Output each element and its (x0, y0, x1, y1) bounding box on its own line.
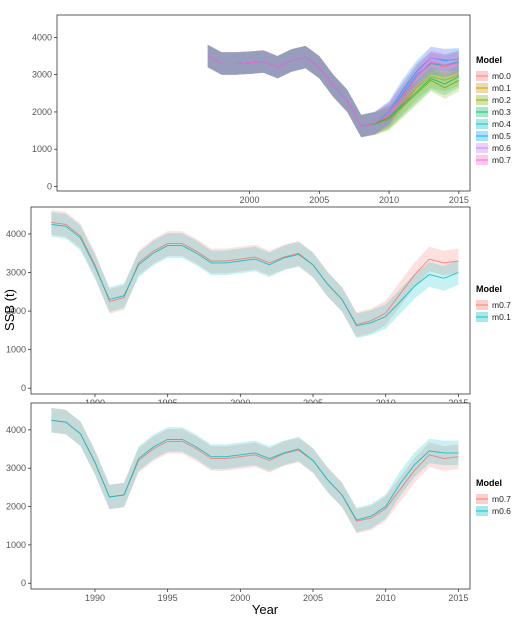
series-line-m0-7 (207, 55, 459, 127)
series-ribbon-m0-6 (207, 44, 459, 138)
y-axis-title: SSB (t) (2, 289, 17, 331)
legend-item-label: m0.1 (492, 312, 511, 322)
series-ribbon-m0-7 (207, 44, 459, 138)
series-ribbon-m0-1 (207, 44, 459, 138)
legend: Model m0.7 m0.6 (476, 478, 511, 516)
legend-item-label: m0.5 (492, 131, 511, 141)
y-tick-label: 4000 (6, 425, 26, 435)
plot-area (51, 408, 459, 534)
x-tick-label: 1995 (158, 593, 178, 603)
legend-item-label: m0.0 (492, 71, 511, 81)
y-axis: 0 1000 2000 3000 4000 (32, 32, 57, 192)
legend-item-label: m0.6 (492, 143, 511, 153)
y-tick-label: 3000 (6, 268, 26, 278)
series-ribbon-m0-0 (207, 44, 459, 138)
x-axis: 1990 1995 2000 2005 2010 2015 (85, 589, 468, 603)
y-tick-label: 2000 (32, 107, 52, 117)
y-tick-label: 1000 (6, 345, 26, 355)
y-tick-label: 3000 (6, 463, 26, 473)
series-ribbon-m0-1 (51, 212, 459, 339)
legend: Model m0.0 m0.1 m0.2 m0.3 m0.4 m0.5 m0.6 m0.7 (476, 55, 511, 165)
x-tick-label: 2005 (303, 593, 323, 603)
y-tick-label: 3000 (32, 70, 52, 80)
legend-item-label: m0.6 (492, 506, 511, 516)
legend-title: Model (476, 55, 502, 65)
y-tick-label: 2000 (6, 502, 26, 512)
y-tick-label: 0 (47, 182, 52, 192)
x-axis: 2000 2005 2010 2015 (240, 191, 469, 205)
series-line-m0-6 (51, 419, 459, 521)
panel-frame (30, 402, 471, 590)
x-tick-label: 2000 (230, 593, 250, 603)
y-tick-label: 4000 (6, 229, 26, 239)
x-tick-label: 2000 (240, 195, 260, 205)
plot-area (207, 44, 460, 138)
y-tick-label: 1000 (6, 540, 26, 550)
panel-bottom: 1990 1995 2000 2005 2010 2015 0 1000 2000 3000 40… (6, 402, 511, 603)
series-ribbon-m0-2 (207, 44, 459, 138)
series-ribbon-m0-6 (51, 408, 459, 533)
legend-item-label: m0.7 (492, 300, 511, 310)
series-line-m0-7 (51, 221, 459, 326)
legend-title: Model (476, 284, 502, 294)
legend: Model m0.7 m0.1 (476, 284, 511, 322)
y-axis: 0 1000 2000 3000 4000 (6, 229, 31, 393)
series-ribbon-m0-4 (207, 44, 459, 138)
x-tick-label: 2015 (449, 195, 469, 205)
legend-item-label: m0.1 (492, 83, 511, 93)
x-tick-label: 2010 (379, 195, 399, 205)
legend-item-label: m0.4 (492, 119, 511, 129)
series-ribbon-m0-7 (51, 408, 459, 534)
x-tick-label: 2005 (309, 195, 329, 205)
x-tick-label: 1990 (85, 593, 105, 603)
x-axis-title: Year (252, 602, 279, 617)
legend-item-label: m0.7 (492, 494, 511, 504)
legend-item-label: m0.3 (492, 107, 511, 117)
y-tick-label: 4000 (32, 32, 52, 42)
plot-area (51, 210, 459, 339)
series-ribbon-m0-7 (51, 210, 459, 337)
y-tick-label: 2000 (6, 306, 26, 316)
legend-item-label: m0.7 (492, 155, 511, 165)
panel-frame (56, 14, 471, 192)
x-tick-label: 2010 (376, 593, 396, 603)
y-tick-label: 1000 (32, 144, 52, 154)
legend-item-label: m0.2 (492, 95, 511, 105)
y-tick-label: 0 (21, 578, 26, 588)
panel-top: 2000 2005 2010 2015 0 1000 2000 3000 4000 Model… (32, 14, 511, 205)
y-axis: 0 1000 2000 3000 4000 (6, 425, 31, 588)
series-line-m0-1 (51, 223, 459, 327)
series-ribbon-m0-5 (207, 44, 459, 138)
panel-frame (30, 206, 471, 395)
y-tick-label: 0 (21, 383, 26, 393)
series-ribbon-m0-3 (207, 44, 459, 138)
legend-title: Model (476, 478, 502, 488)
x-tick-label: 2015 (448, 593, 468, 603)
